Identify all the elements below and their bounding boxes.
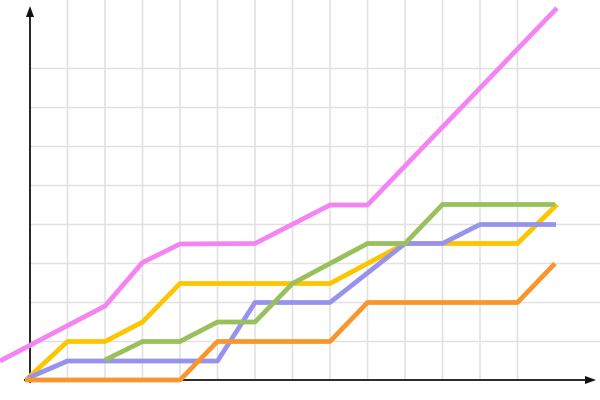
series-pink-line bbox=[0, 6, 559, 364]
series-green-line bbox=[103, 202, 555, 363]
series-orange-line bbox=[25, 261, 557, 383]
y-axis-arrow-icon bbox=[26, 6, 34, 17]
axes bbox=[24, 6, 596, 384]
series-yellow-line bbox=[25, 202, 559, 381]
grid-lines bbox=[30, 0, 600, 380]
series-blue-line bbox=[27, 222, 556, 381]
x-axis-arrow-icon bbox=[585, 376, 596, 384]
